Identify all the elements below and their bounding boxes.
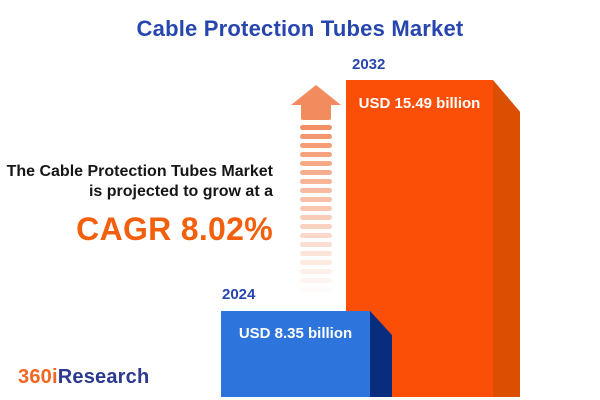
growth-arrow-stripe bbox=[300, 260, 332, 265]
description-line-1: The Cable Protection Tubes Market bbox=[6, 163, 273, 180]
growth-arrow-stripe bbox=[300, 161, 332, 166]
growth-arrow-stripe bbox=[300, 242, 332, 247]
page-title: Cable Protection Tubes Market bbox=[136, 16, 464, 41]
bar-2032-3d-side bbox=[493, 80, 520, 397]
growth-arrow-stripe bbox=[300, 188, 332, 193]
bar-2024 bbox=[221, 311, 370, 397]
bar-year-label-2024: 2024 bbox=[222, 286, 256, 303]
bar-year-label-2032: 2032 bbox=[352, 56, 386, 73]
cagr-value: CAGR 8.02% bbox=[76, 210, 273, 247]
growth-arrow-stripe bbox=[300, 143, 332, 148]
growth-arrow-stripe bbox=[300, 134, 332, 139]
description-block: The Cable Protection Tubes Market is pro… bbox=[0, 162, 273, 250]
bar-value-label-2032: USD 15.49 billion bbox=[358, 95, 481, 112]
description-line-2: is projected to grow at a bbox=[88, 183, 273, 201]
growth-arrow-stripe bbox=[300, 179, 332, 184]
growth-arrow-stripe bbox=[300, 224, 332, 229]
growth-arrow-stripe bbox=[300, 206, 332, 211]
growth-arrow-stripe bbox=[300, 278, 332, 283]
growth-arrow-stripe bbox=[300, 233, 332, 238]
brand-logo-research: Research bbox=[57, 366, 150, 388]
growth-arrow-stripes bbox=[300, 125, 332, 296]
growth-arrow-stripe bbox=[300, 215, 332, 220]
brand-logo-360i: 360i bbox=[18, 366, 58, 388]
growth-arrow-stripe bbox=[300, 251, 332, 256]
growth-arrow-stripe bbox=[300, 269, 332, 274]
bar-value-label-2024: USD 8.35 billion bbox=[238, 325, 353, 342]
growth-arrow-stripe bbox=[300, 125, 332, 130]
brand-logo: 360iResearch bbox=[18, 366, 149, 389]
bar-2024-3d-side bbox=[370, 311, 392, 397]
growth-arrow-stripe bbox=[300, 287, 332, 292]
growth-arrow-neck bbox=[301, 104, 331, 120]
growth-arrow-stripe bbox=[300, 197, 332, 202]
growth-arrow-head-icon bbox=[291, 85, 341, 105]
growth-arrow-stripe bbox=[300, 152, 332, 157]
growth-arrow-stripe bbox=[300, 170, 332, 175]
